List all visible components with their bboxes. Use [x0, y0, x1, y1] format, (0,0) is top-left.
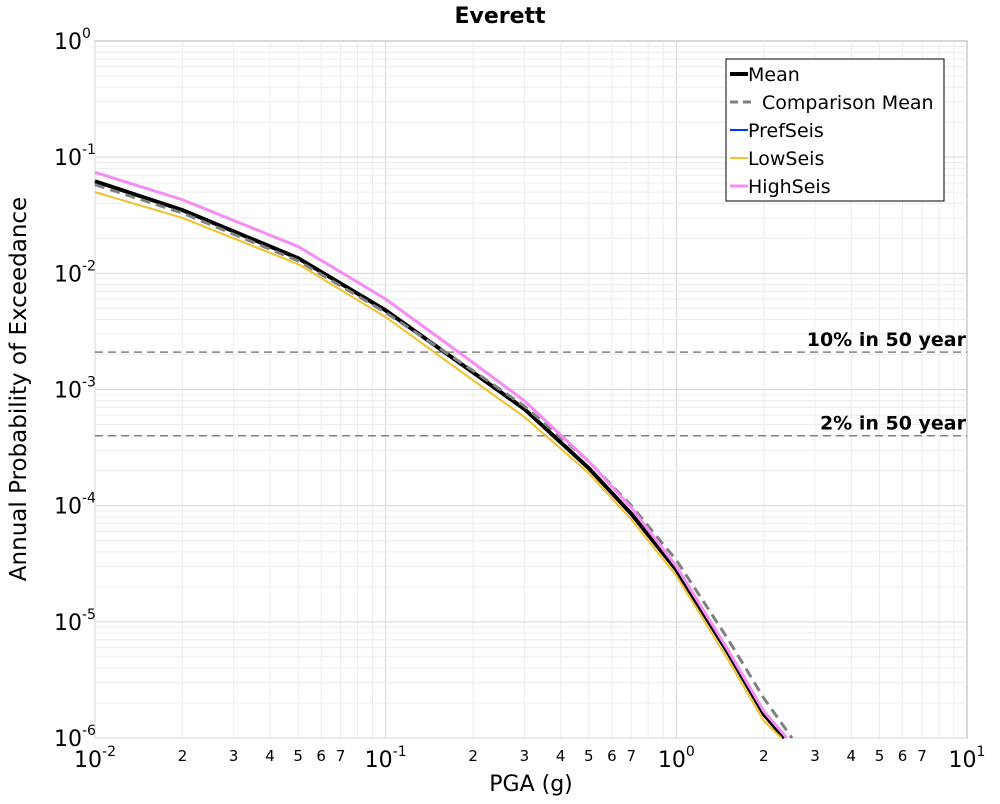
series-line-comparison-mean: [94, 183, 794, 739]
y-axis-label: Annual Probability of Exceedance: [6, 197, 32, 581]
legend-box: [725, 58, 945, 202]
reference-line-label-1: 10% in 50 year: [807, 329, 967, 351]
x-minor-tick-label: 5: [293, 747, 303, 765]
reference-line-label-2: 2% in 50 year: [820, 413, 967, 435]
legend-label-lowseis: LowSeis: [748, 148, 824, 170]
x-minor-tick-label: 7: [917, 747, 927, 765]
series-lines: [94, 170, 794, 740]
x-minor-tick-label: 3: [810, 747, 820, 765]
x-minor-tick-label: 7: [336, 747, 346, 765]
x-major-tick-label: 101: [949, 744, 986, 773]
grid: [94, 41, 967, 739]
legend-label-highseis: HighSeis: [748, 176, 831, 198]
x-minor-tick-label: 5: [875, 747, 885, 765]
x-minor-tick-label: 2: [178, 747, 188, 765]
x-minor-tick-label: 4: [556, 747, 566, 765]
x-minor-tick-label: 6: [607, 747, 617, 765]
x-major-tick-label: 100: [658, 744, 695, 773]
y-major-tick-label: 100: [54, 26, 91, 55]
y-major-tick-label: 10-3: [54, 375, 96, 404]
series-line-mean: [94, 179, 786, 740]
x-minor-tick-label: 2: [759, 747, 769, 765]
series-line-prefseis: [94, 180, 785, 739]
y-major-tick-label: 10-5: [54, 607, 96, 636]
x-major-tick-label: 10-1: [365, 744, 407, 773]
x-minor-tick-label: 2: [468, 747, 478, 765]
x-minor-tick-label: 6: [316, 747, 326, 765]
x-minor-tick-label: 3: [229, 747, 239, 765]
y-major-tick-label: 10-4: [54, 491, 96, 520]
x-minor-tick-label: 7: [627, 747, 637, 765]
chart-title: Everett: [454, 4, 546, 29]
x-minor-tick-label: 4: [265, 747, 275, 765]
x-minor-tick-label: 3: [520, 747, 530, 765]
y-major-tick-label: 10-2: [54, 258, 96, 287]
series-line-lowseis: [94, 191, 783, 739]
reference-lines: 10% in 50 year 2% in 50 year: [95, 329, 967, 437]
legend-label-prefseis: PrefSeis: [748, 120, 824, 142]
x-axis-label: PGA (g): [489, 772, 573, 797]
legend-label-comparison-mean: Comparison Mean: [762, 92, 934, 114]
x-minor-tick-label: 4: [847, 747, 857, 765]
y-major-tick-label: 10-6: [54, 723, 96, 752]
legend: Mean Comparison Mean PrefSeis LowSeis HighSe…: [725, 58, 945, 202]
x-minor-tick-label: 6: [898, 747, 908, 765]
series-line-highseis: [94, 170, 788, 739]
y-major-tick-label: 10-1: [54, 142, 96, 171]
legend-label-mean: Mean: [748, 64, 800, 86]
x-minor-tick-label: 5: [584, 747, 594, 765]
